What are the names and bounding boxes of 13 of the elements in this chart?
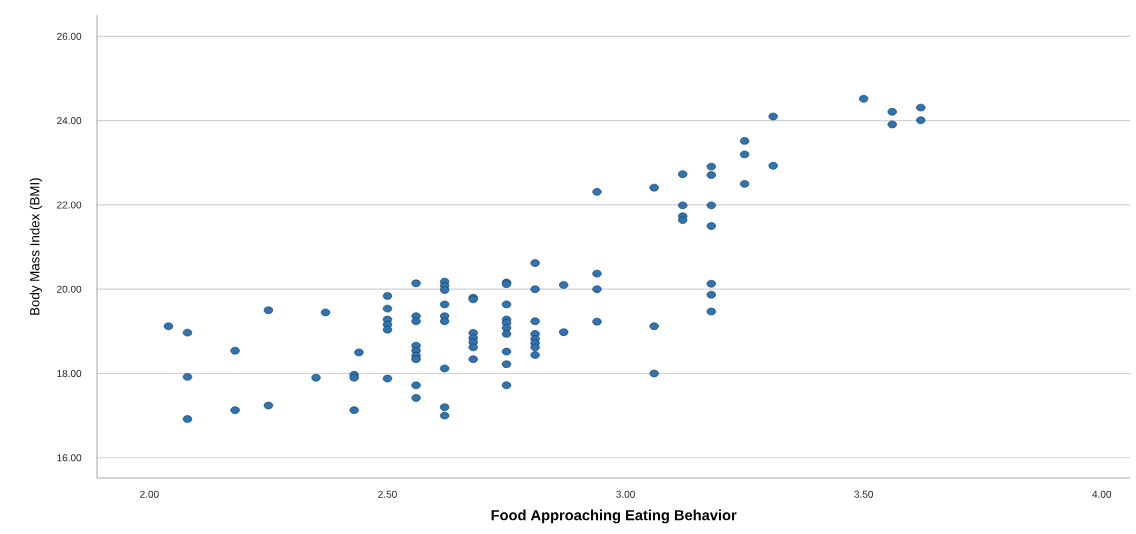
x-tick-label: 3.50 <box>854 490 873 498</box>
y-tick-label: 24.00 <box>57 117 82 125</box>
y-tick-label: 22.00 <box>57 201 82 209</box>
y-tick-label: 26.00 <box>57 32 82 40</box>
x-tick-label: 3.00 <box>616 490 635 498</box>
x-axis-title: Food Approaching Eating Behavior <box>491 509 737 524</box>
x-tick-label: 4.00 <box>1092 490 1112 498</box>
y-tick-label: 16.00 <box>57 454 82 462</box>
x-tick-label: 2.50 <box>378 490 397 498</box>
x-tick-label: 2.00 <box>140 490 159 498</box>
y-axis-title: Body Mass Index (BMI) <box>29 178 43 315</box>
y-tick-label: 18.00 <box>57 369 82 378</box>
y-tick-label: 20.00 <box>57 285 82 293</box>
